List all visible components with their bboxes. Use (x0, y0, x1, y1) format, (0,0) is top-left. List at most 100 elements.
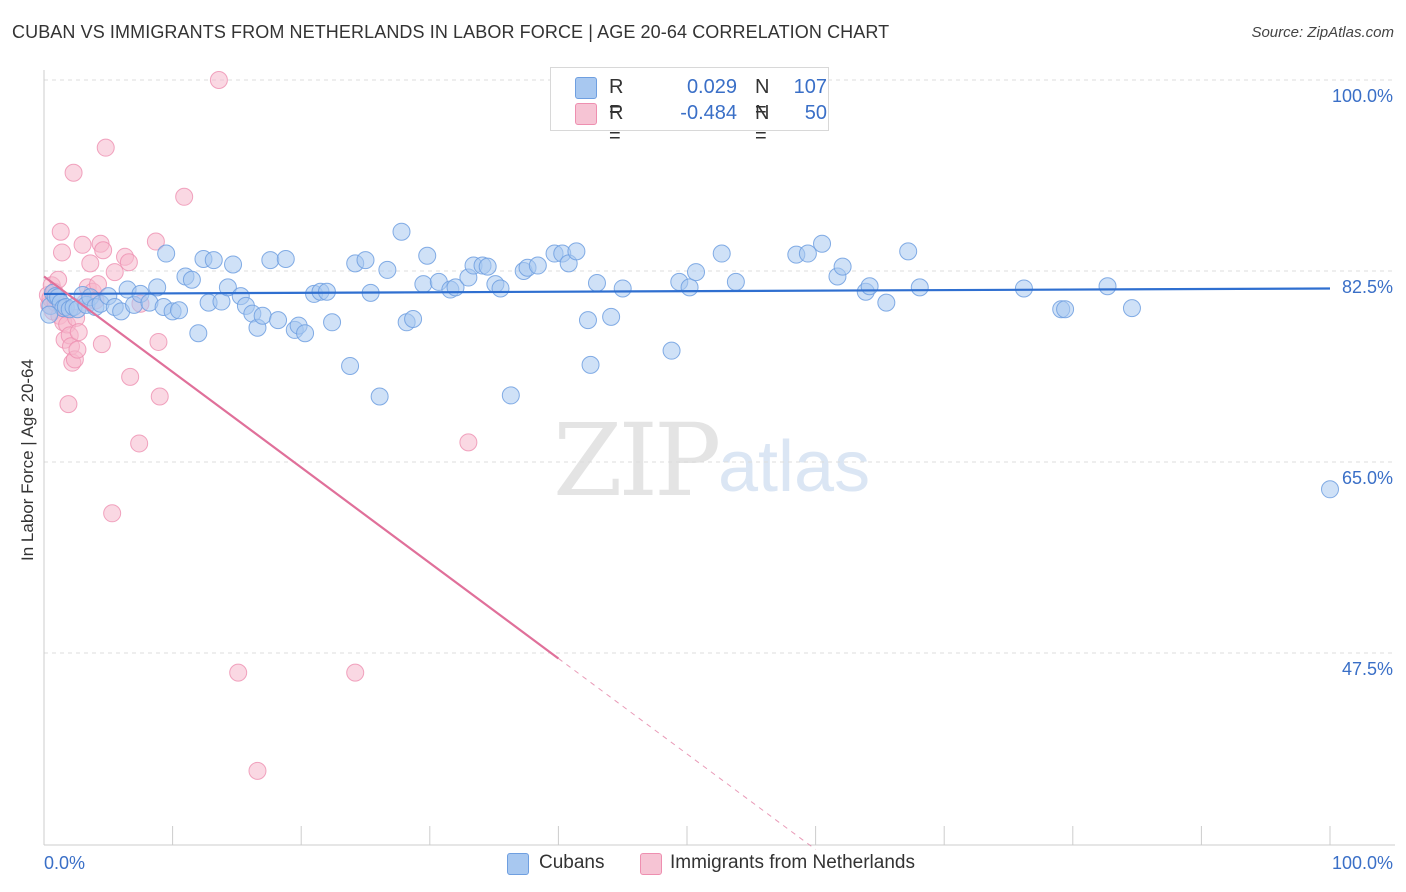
data-point-cubans (356, 251, 375, 270)
data-point-cubans (218, 278, 237, 297)
data-point-netherlands (68, 340, 87, 359)
data-point-netherlands (73, 235, 92, 254)
data-point-netherlands (229, 663, 248, 682)
data-point-cubans (813, 234, 832, 253)
stats-legend: R = 0.029 N = 107 R = -0.484 N = 50 (550, 67, 829, 147)
data-point-netherlands (248, 761, 267, 780)
data-point-cubans (1098, 277, 1117, 296)
data-point-cubans (418, 246, 437, 265)
data-point-netherlands (94, 241, 113, 260)
y-tick-label: 82.5% (1342, 277, 1393, 297)
r-value: 0.029 (686, 76, 737, 98)
r-label: R = (609, 76, 624, 121)
trendline-cubans (43, 287, 1331, 296)
data-point-cubans (1122, 299, 1141, 318)
swatch-pink (640, 853, 662, 875)
data-point-netherlands (150, 387, 169, 406)
trendline-netherlands-extrapolated (558, 658, 816, 850)
data-point-cubans (1014, 279, 1033, 298)
x-tick-label: 0.0% (44, 853, 85, 873)
data-point-cubans (899, 242, 918, 261)
watermark-zip: ZIP (553, 402, 721, 519)
data-point-netherlands (130, 434, 149, 453)
data-point-cubans (1056, 300, 1075, 319)
legend-label: Cubans (539, 852, 605, 873)
data-point-cubans (253, 306, 272, 325)
swatch-pink (575, 103, 597, 125)
data-point-cubans (341, 356, 360, 375)
n-label: N = (755, 76, 770, 121)
data-point-cubans (578, 311, 597, 330)
trendline-netherlands (43, 275, 560, 660)
data-point-cubans (204, 251, 223, 270)
n-label: N = (755, 102, 770, 147)
data-point-netherlands (59, 395, 78, 414)
data-point-netherlands (81, 254, 100, 273)
data-point-netherlands (346, 663, 365, 682)
data-point-cubans (296, 324, 315, 343)
data-point-cubans (687, 263, 706, 282)
data-point-cubans (276, 249, 295, 268)
data-point-cubans (189, 324, 208, 343)
data-point-cubans (602, 307, 621, 326)
data-point-cubans (414, 275, 433, 294)
data-point-netherlands (146, 232, 165, 251)
data-point-netherlands (69, 323, 88, 342)
data-point-cubans (157, 244, 176, 263)
data-point-cubans (712, 244, 731, 263)
data-point-cubans (680, 278, 699, 297)
data-point-cubans (323, 313, 342, 332)
source-label: Source: ZipAtlas.com (1251, 24, 1394, 41)
data-point-cubans (392, 222, 411, 241)
r-value: -0.484 (680, 102, 737, 124)
data-point-cubans (726, 272, 745, 291)
data-point-netherlands (105, 263, 124, 282)
data-point-cubans (40, 305, 59, 324)
data-point-netherlands (119, 253, 138, 272)
data-point-cubans (1321, 480, 1339, 499)
data-point-cubans (170, 301, 189, 320)
y-tick-label: 65.0% (1342, 468, 1393, 488)
legend-label: Immigrants from Netherlands (670, 852, 915, 873)
data-point-cubans (261, 251, 280, 270)
data-point-cubans (860, 277, 879, 296)
data-point-netherlands (96, 138, 115, 157)
data-point-cubans (269, 311, 288, 330)
chart-title: CUBAN VS IMMIGRANTS FROM NETHERLANDS IN … (12, 22, 890, 42)
n-value: 107 (793, 76, 827, 98)
data-point-netherlands (459, 433, 478, 452)
data-point-cubans (613, 279, 632, 298)
data-point-cubans (528, 256, 547, 275)
data-point-cubans (378, 260, 397, 279)
data-point-netherlands (209, 71, 228, 89)
watermark-atlas: atlas (718, 427, 871, 507)
data-point-netherlands (103, 504, 122, 523)
y-tick-label: 100.0% (1332, 86, 1393, 106)
data-point-cubans (662, 341, 681, 360)
data-point-netherlands (92, 335, 111, 354)
swatch-blue (575, 77, 597, 99)
data-point-netherlands (175, 187, 194, 206)
data-point-cubans (478, 257, 497, 276)
y-tick-label: 47.5% (1342, 659, 1393, 679)
data-point-netherlands (53, 243, 72, 262)
data-point-netherlands (51, 222, 70, 241)
data-point-cubans (404, 310, 423, 329)
x-tick-label: 100.0% (1332, 853, 1393, 873)
data-point-cubans (798, 244, 817, 263)
swatch-blue (507, 853, 529, 875)
data-point-cubans (182, 270, 201, 289)
data-point-cubans (587, 274, 606, 293)
data-point-cubans (567, 242, 586, 261)
data-point-cubans (910, 278, 929, 297)
data-point-netherlands (121, 367, 140, 386)
r-label: R = (609, 102, 624, 147)
data-point-cubans (833, 257, 852, 276)
data-point-cubans (148, 278, 167, 297)
data-point-cubans (877, 293, 896, 312)
data-point-cubans (224, 255, 243, 274)
data-point-cubans (370, 387, 389, 406)
data-point-netherlands (149, 332, 168, 351)
data-point-cubans (491, 279, 510, 298)
